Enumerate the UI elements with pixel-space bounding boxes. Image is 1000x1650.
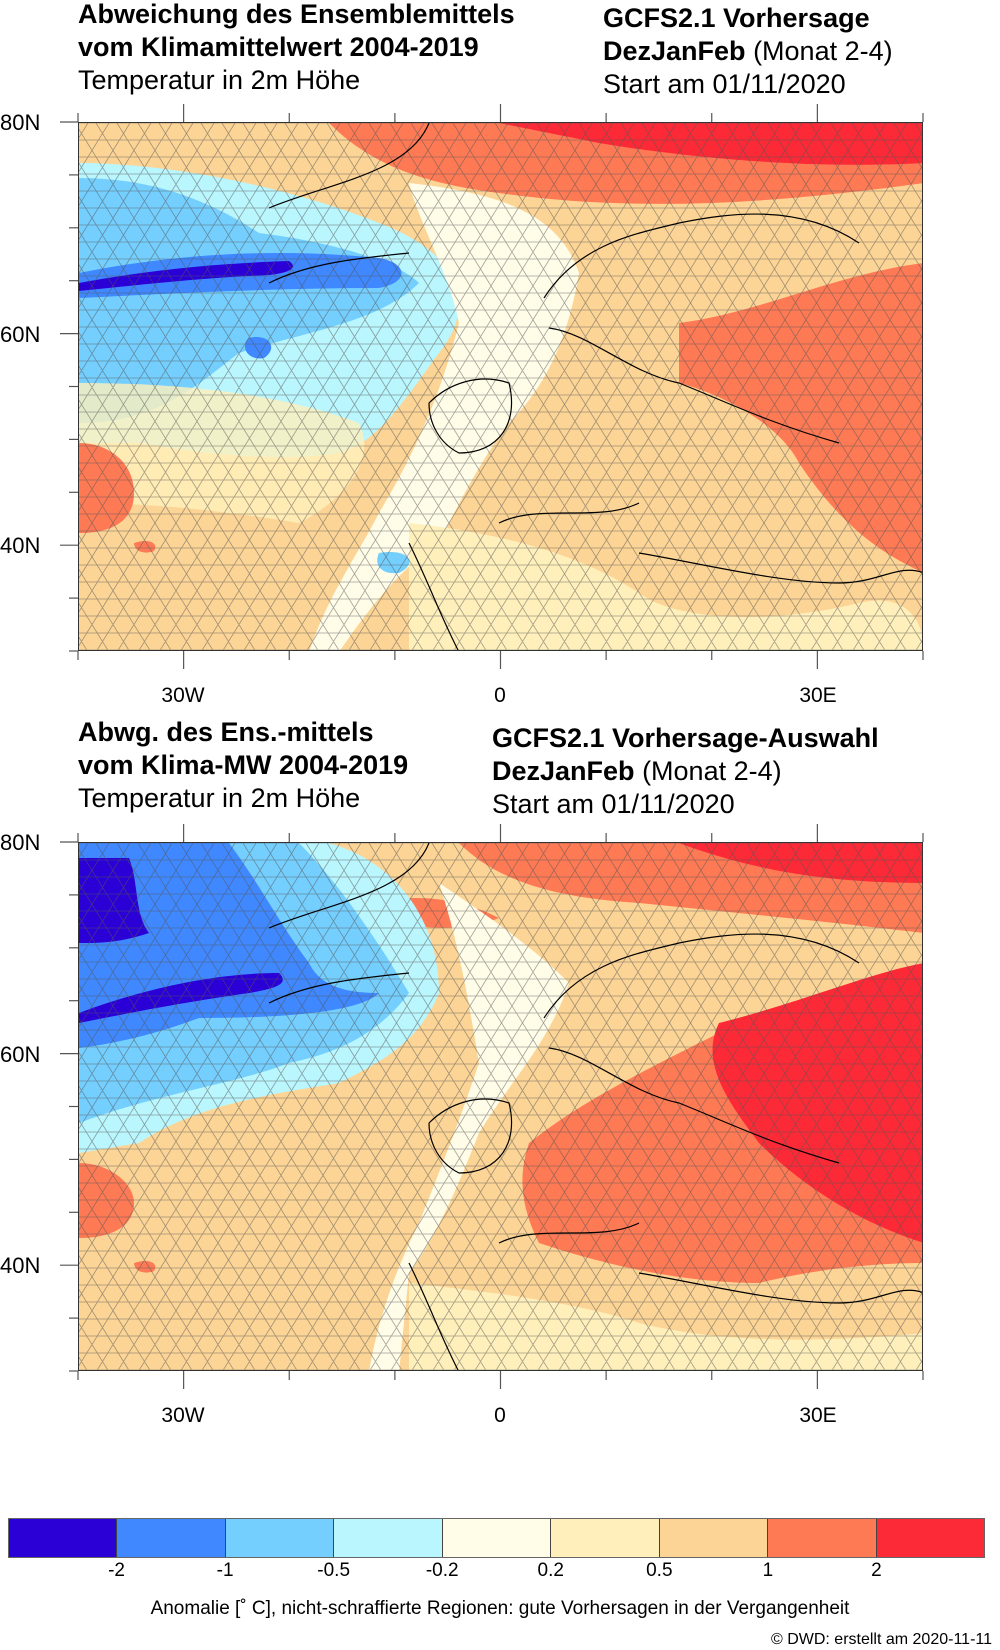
footer-caption: Anomalie [˚ C], nicht-schraffierte Regio… [150, 1598, 850, 1619]
panel1-hatching [79, 123, 922, 650]
panel1-season: DezJanFeb [603, 36, 746, 66]
panel2-season-note: (Monat 2-4) [642, 756, 782, 786]
legend-swatch [9, 1519, 118, 1557]
panel1-title-line1: Abweichung des Ensemblemittels [78, 0, 515, 29]
legend-swatch [768, 1519, 877, 1557]
panel1-start: Start am 01/11/2020 [603, 69, 846, 99]
legend-tick-label: 0.2 [537, 1560, 564, 1581]
color-legend [8, 1518, 985, 1558]
panel2-subtitle: Temperatur in 2m Höhe [78, 783, 361, 813]
legend-swatch [876, 1519, 984, 1557]
legend-tick-label: 2 [871, 1560, 882, 1581]
legend-tick-label: -1 [216, 1560, 234, 1581]
panel2-title-left: Abwg. des Ens.-mittels vom Klima-MW 2004… [78, 716, 408, 815]
legend-tick-label: 1 [762, 1560, 774, 1581]
panel1-season-note: (Monat 2-4) [753, 36, 893, 66]
panel1-lon-label-30e: 30E [799, 684, 837, 707]
panel2-title-line2: vom Klima-MW 2004-2019 [78, 750, 409, 780]
panel1-title-right: GCFS2.1 Vorhersage DezJanFeb (Monat 2-4)… [603, 2, 893, 101]
panel2-model: GCFS2.1 Vorhersage-Auswahl [492, 723, 879, 753]
panel1-lon-label-30w: 30W [161, 684, 205, 707]
legend-tick-label: -0.2 [425, 1560, 459, 1581]
panel1-lat-label-40n: 40N [0, 533, 41, 558]
panel1-title-line2: vom Klimamittelwert 2004-2019 [78, 32, 479, 62]
credit-line: © DWD: erstellt am 2020-11-11 [770, 1631, 992, 1648]
panel1-subtitle: Temperatur in 2m Höhe [78, 65, 361, 95]
hatch-pattern [79, 843, 922, 1370]
panel2-lon-label-0: 0 [494, 1404, 506, 1427]
panel2-map [78, 842, 923, 1371]
panel2-start: Start am 01/11/2020 [492, 789, 735, 819]
panel1-title-left: Abweichung des Ensemblemittels vom Klima… [78, 0, 515, 97]
panel1-lat-label-60n: 60N [0, 322, 41, 347]
panel2-lon-label-30e: 30E [799, 1404, 837, 1427]
panel1-lat-label-80n: 80N [0, 110, 41, 135]
legend-tick-label: 0.5 [646, 1560, 673, 1581]
legend-swatch [442, 1519, 552, 1557]
legend-swatch [659, 1519, 769, 1557]
panel2-lat-label-40n: 40N [0, 1253, 41, 1278]
panel1-model: GCFS2.1 Vorhersage [603, 3, 870, 33]
legend-swatch [225, 1519, 335, 1557]
panel2-lon-label-30w: 30W [161, 1404, 205, 1427]
legend-swatch [117, 1519, 226, 1557]
panel2-coastlines [268, 843, 922, 1370]
legend-tick-label: -2 [108, 1560, 125, 1581]
panel2-lat-label-60n: 60N [0, 1042, 41, 1067]
panel1-coastlines [268, 123, 922, 650]
legend-swatch [334, 1519, 443, 1557]
panel2-hatching [79, 843, 922, 1370]
hatch-pattern [79, 123, 922, 650]
panel2-season: DezJanFeb [492, 756, 635, 786]
legend-swatch [551, 1519, 660, 1557]
panel1-map [78, 122, 923, 651]
panel1-lon-label-0: 0 [494, 684, 506, 707]
panel2-title-line1: Abwg. des Ens.-mittels [78, 717, 374, 747]
panel2-title-right: GCFS2.1 Vorhersage-Auswahl DezJanFeb (Mo… [492, 722, 879, 821]
panel2-lat-label-80n: 80N [0, 830, 41, 855]
legend-tick-label: -0.5 [317, 1560, 351, 1581]
